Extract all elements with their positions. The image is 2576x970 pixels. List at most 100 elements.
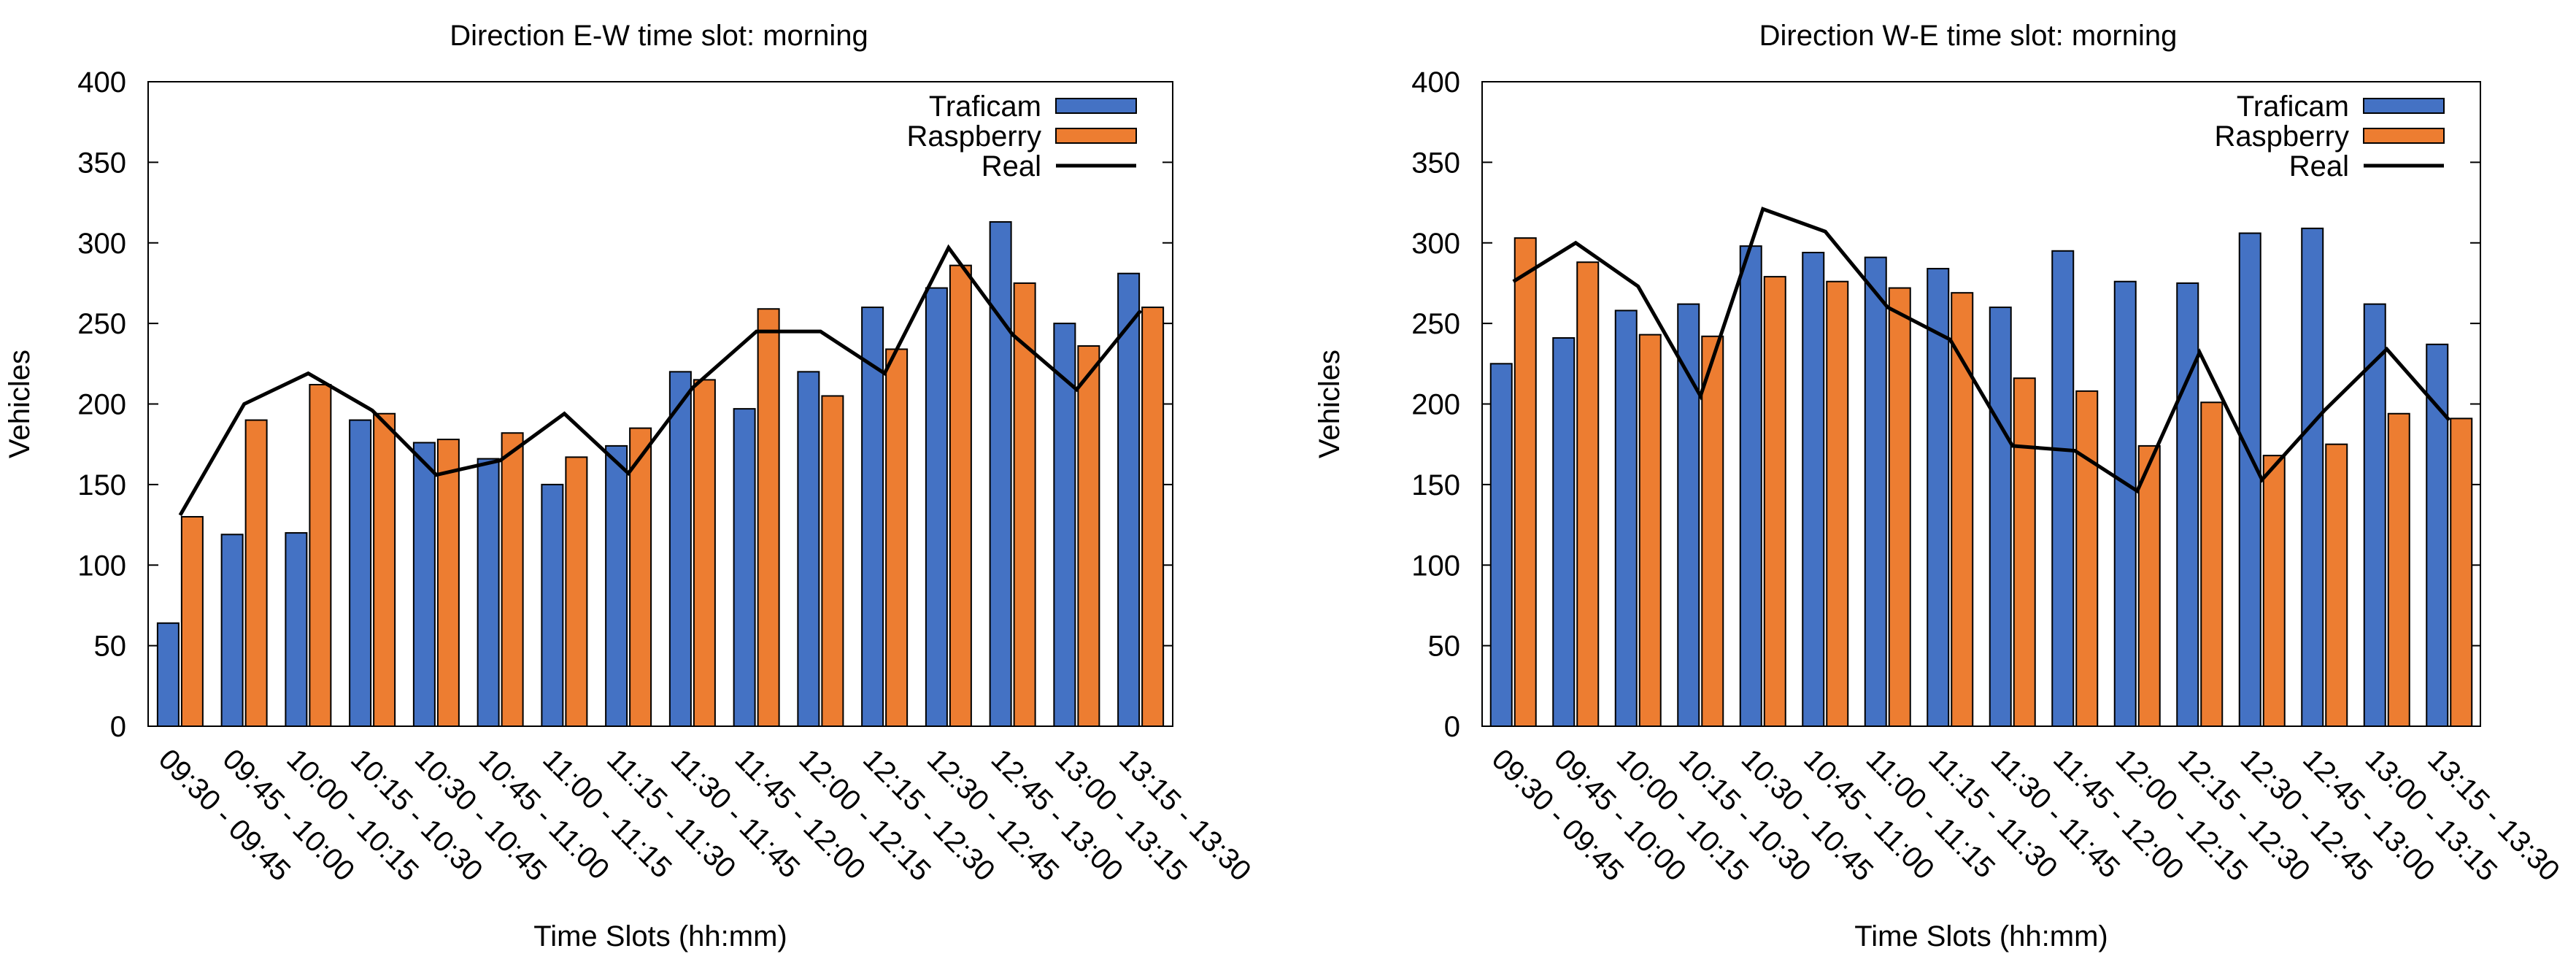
bar-raspberry	[693, 379, 716, 727]
bar-traficam	[1864, 256, 1887, 727]
bar-traficam	[477, 458, 500, 727]
legend-label: Real	[2289, 150, 2349, 182]
bar-raspberry	[373, 412, 396, 727]
bar-raspberry	[757, 308, 780, 727]
bar-traficam	[541, 483, 564, 727]
bar-traficam	[668, 371, 692, 727]
bar-traficam	[220, 534, 244, 727]
bar-traficam	[2051, 250, 2075, 728]
bar-raspberry	[2387, 412, 2410, 727]
y-axis-label: Vehicles	[1314, 350, 1346, 458]
legend-label: Real	[982, 150, 1041, 182]
bar-traficam	[2426, 343, 2449, 727]
bar-traficam	[1677, 303, 1700, 727]
bar-traficam	[2301, 227, 2324, 727]
bar-traficam	[989, 221, 1012, 727]
bar-traficam	[1739, 245, 1762, 728]
bar-raspberry	[1638, 334, 1662, 727]
y-tick-label: 400	[77, 66, 126, 99]
y-axis-label: Vehicles	[4, 350, 36, 458]
bar-raspberry	[949, 264, 972, 727]
bar-traficam	[285, 532, 308, 727]
y-tick-label: 250	[77, 308, 126, 340]
y-tick-label: 100	[77, 550, 126, 582]
legend-swatch-traficam	[2363, 98, 2445, 114]
bar-traficam	[412, 442, 436, 727]
bar-raspberry	[885, 348, 909, 727]
bar-traficam	[2176, 282, 2199, 727]
line-real	[178, 244, 1143, 517]
bar-traficam	[1802, 251, 1825, 727]
bar-raspberry	[1888, 287, 1911, 727]
chart-title: Direction W-E time slot: morning	[1759, 20, 2178, 52]
legend-label: Traficam	[929, 91, 1041, 123]
bar-traficam	[156, 622, 180, 727]
legend-label: Traficam	[2237, 91, 2349, 123]
bar-raspberry	[821, 395, 844, 728]
x-axis-label: Time Slots (hh:mm)	[533, 920, 787, 952]
bar-raspberry	[2075, 390, 2099, 728]
bar-raspberry	[1763, 276, 1786, 728]
bar-traficam	[349, 419, 372, 727]
bar-raspberry	[1013, 282, 1036, 727]
bar-traficam	[797, 371, 820, 727]
legend-label: Raspberry	[2214, 120, 2349, 153]
y-tick-label: 200	[77, 389, 126, 421]
y-tick-label: 150	[77, 469, 126, 501]
chart-2: Direction W-E time slot: morning 0 50 100 15…	[1314, 20, 2566, 952]
y-tick-label: 50	[94, 631, 127, 663]
bar-raspberry	[244, 419, 268, 727]
bar-traficam	[1117, 272, 1141, 727]
legend-swatch-raspberry	[1055, 128, 1137, 144]
legend-label: Raspberry	[906, 120, 1041, 153]
bar-raspberry	[2325, 443, 2348, 727]
bar-raspberry	[1576, 261, 1600, 727]
legend-swatch-traficam	[1055, 98, 1137, 114]
bar-raspberry	[309, 384, 332, 727]
chart-title: Direction E-W time slot: morning	[450, 20, 868, 52]
y-tick-label: 150	[1411, 469, 1460, 501]
y-tick-label: 250	[1411, 308, 1460, 340]
bar-traficam	[1614, 309, 1638, 727]
y-tick-label: 100	[1411, 550, 1460, 582]
bar-raspberry	[1951, 292, 1974, 727]
y-tick-label: 200	[1411, 389, 1460, 421]
bar-traficam	[925, 287, 948, 727]
plot-frame	[147, 81, 1173, 727]
bar-raspberry	[2200, 401, 2224, 727]
y-tick-label: 350	[1411, 147, 1460, 179]
y-tick-label: 50	[1428, 631, 1461, 663]
y-tick-label: 400	[1411, 66, 1460, 99]
y-tick-label: 300	[77, 228, 126, 260]
x-axis-label: Time Slots (hh:mm)	[1854, 920, 2108, 952]
bar-traficam	[2238, 232, 2261, 727]
bar-traficam	[1552, 336, 1576, 727]
bar-traficam	[733, 408, 756, 727]
legend-swatch-raspberry	[2363, 128, 2445, 144]
line-real	[1512, 207, 2451, 494]
bar-raspberry	[2013, 377, 2036, 727]
y-tick-label: 0	[110, 711, 126, 743]
bar-raspberry	[2450, 417, 2473, 727]
bar-raspberry	[629, 427, 652, 727]
y-tick-label: 0	[1444, 711, 1460, 743]
bar-raspberry	[1826, 280, 1849, 728]
bar-raspberry	[180, 516, 204, 728]
bar-raspberry	[1701, 335, 1724, 728]
bar-raspberry	[2137, 444, 2161, 728]
bar-raspberry	[436, 439, 460, 727]
bar-traficam	[605, 444, 628, 728]
bar-raspberry	[2262, 455, 2286, 727]
bar-traficam	[1489, 363, 1513, 727]
bar-raspberry	[1141, 307, 1165, 727]
chart-1: Direction E-W time slot: morning 0 50 100 15…	[4, 20, 1257, 952]
bar-traficam	[1989, 307, 2012, 727]
plot-frame	[1481, 81, 2481, 727]
y-tick-label: 350	[77, 147, 126, 179]
bar-raspberry	[1077, 345, 1100, 727]
bar-traficam	[2113, 280, 2137, 728]
bar-raspberry	[565, 456, 588, 727]
bar-raspberry	[501, 432, 524, 727]
bar-raspberry	[1513, 237, 1537, 727]
